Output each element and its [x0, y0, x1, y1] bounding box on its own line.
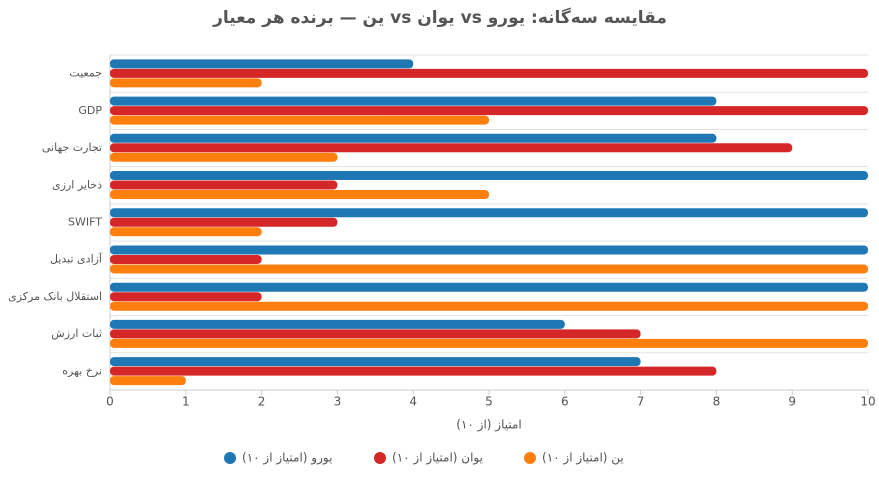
x-tick-label: 9 — [788, 395, 796, 409]
x-tick-label: 7 — [637, 395, 645, 409]
x-tick-label: 3 — [334, 395, 342, 409]
bar — [110, 319, 565, 329]
bar — [110, 180, 338, 190]
x-tick-label: 6 — [561, 395, 569, 409]
bar — [110, 96, 717, 106]
bar — [110, 133, 717, 143]
x-tick-label: 2 — [258, 395, 266, 409]
x-tick-label: 0 — [106, 395, 114, 409]
y-tick-label: استقلال بانک مرکزی — [8, 290, 102, 303]
bar — [110, 282, 868, 292]
bar — [110, 115, 489, 125]
bar — [110, 227, 262, 237]
bar — [110, 143, 793, 153]
bar — [110, 78, 262, 88]
bar — [110, 152, 338, 162]
x-tick-label: 1 — [182, 395, 190, 409]
bar — [110, 366, 717, 376]
bar — [110, 171, 868, 181]
bar — [110, 292, 262, 302]
bar — [110, 208, 868, 218]
bar — [110, 329, 641, 339]
legend-label: یوان (امتیاز از ۱۰) — [392, 451, 483, 466]
bar — [110, 338, 868, 348]
bar — [110, 217, 338, 227]
x-tick-label: 10 — [860, 395, 875, 409]
y-tick-label: نرخ بهره — [62, 364, 102, 377]
legend-label: یورو (امتیاز از ۱۰) — [242, 451, 332, 466]
bar — [110, 264, 868, 274]
x-tick-label: 8 — [713, 395, 721, 409]
bar — [110, 245, 868, 255]
y-tick-label: SWIFT — [68, 216, 102, 229]
x-tick-label: 4 — [409, 395, 417, 409]
x-tick-label: 5 — [485, 395, 493, 409]
bar — [110, 376, 186, 386]
bar — [110, 254, 262, 264]
bar — [110, 190, 489, 200]
legend-label: ین (امتیاز از ۱۰) — [542, 451, 624, 466]
legend-marker — [224, 452, 236, 464]
bar — [110, 357, 641, 367]
bar — [110, 301, 868, 311]
legend-marker — [374, 452, 386, 464]
y-tick-label: تجارت جهانی — [42, 141, 102, 154]
y-tick-label: ذخایر ارزی — [52, 178, 102, 191]
x-axis-label: امتیاز (از ۱۰) — [456, 418, 521, 433]
y-tick-label: آزادی تبدیل — [50, 252, 103, 266]
chart-title: ین — برنده هر معیار vs یوان vs مقایسه سه… — [212, 7, 667, 28]
bar — [110, 106, 868, 116]
y-tick-label: جمعیت — [69, 67, 102, 80]
bar — [110, 59, 414, 69]
legend-marker — [524, 452, 536, 464]
y-tick-label: ثبات ارزش — [51, 327, 102, 340]
bar — [110, 68, 868, 78]
y-tick-label: GDP — [78, 104, 102, 117]
